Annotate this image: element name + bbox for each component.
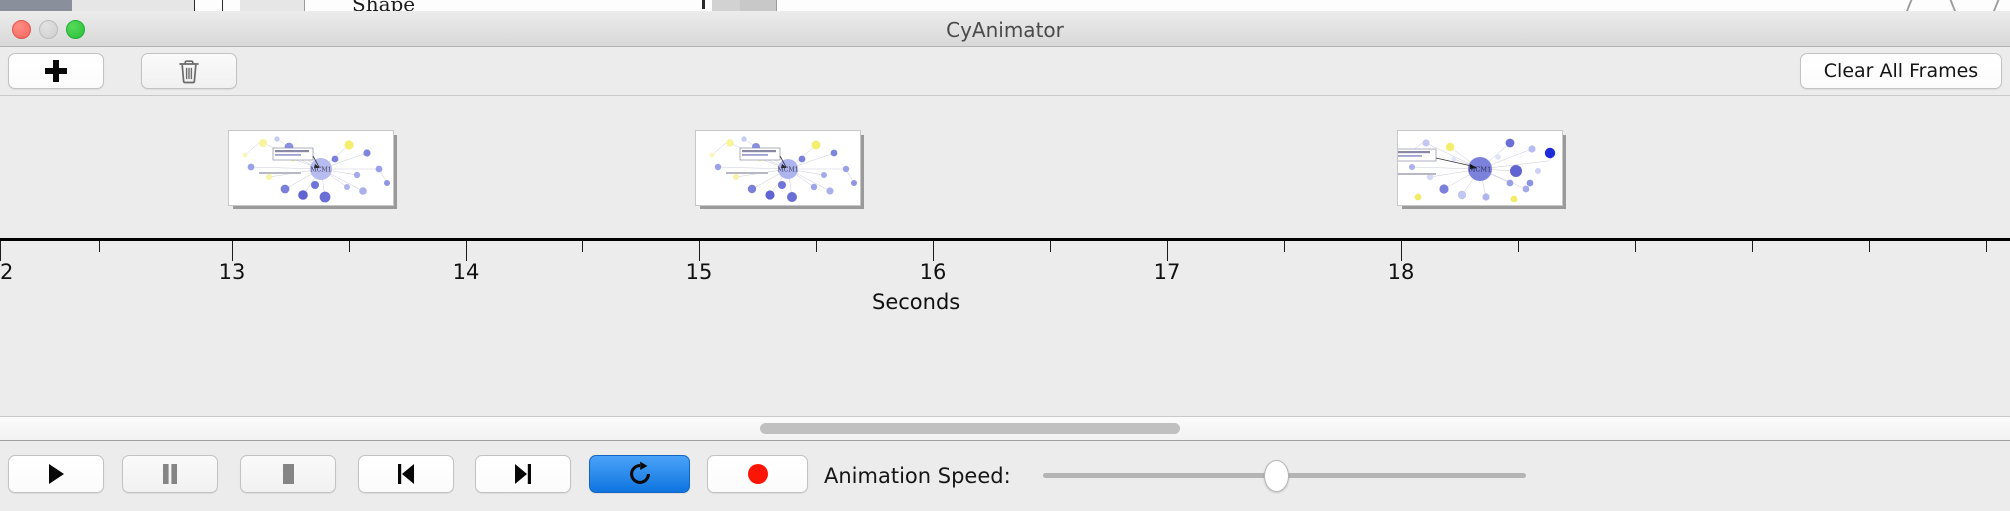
loop-button[interactable] [589, 455, 690, 493]
ruler-tick-minor [816, 241, 817, 252]
thumbnail-image: MCM1 [1397, 130, 1563, 206]
record-icon [747, 464, 768, 484]
ruler-tick-minor [582, 241, 583, 252]
ruler-tick-label: 17 [1153, 260, 1181, 284]
background-app-text: Shape [352, 0, 416, 13]
timeline-panel[interactable]: MCM1 [0, 96, 2010, 417]
clear-all-frames-button[interactable]: Clear All Frames [1800, 53, 2002, 89]
ruler-tick-minor [1869, 241, 1870, 252]
plus-icon [45, 60, 67, 82]
playback-controls-bar: Animation Speed: [0, 441, 2010, 511]
ruler-tick-major [466, 241, 467, 261]
network-graph-preview: MCM1 [1398, 138, 1559, 203]
add-frame-button[interactable] [8, 53, 104, 89]
zoom-icon[interactable] [66, 20, 85, 39]
window-titlebar[interactable]: CyAnimator [0, 11, 2010, 47]
close-icon[interactable] [12, 20, 31, 39]
network-graph-preview: MCM1 [242, 136, 390, 203]
record-button[interactable] [707, 455, 808, 493]
ruler-tick-major [0, 241, 1, 261]
ruler-tick-minor [1986, 241, 1987, 252]
frame-thumbnail[interactable]: MCM1 [695, 130, 864, 209]
svg-text:MCM1: MCM1 [310, 167, 331, 174]
skip-forward-icon [515, 464, 531, 484]
stop-button[interactable] [240, 455, 336, 493]
pause-icon [163, 464, 177, 484]
ruler-tick-minor [1635, 241, 1636, 252]
ruler-tick-major [232, 241, 233, 261]
ruler-tick-minor [1284, 241, 1285, 252]
ruler-tick-minor [349, 241, 350, 252]
ruler-tick-label: 12 [0, 260, 14, 284]
minimize-icon[interactable] [39, 20, 58, 39]
ruler-tick-major [933, 241, 934, 261]
frame-toolbar: Clear All Frames [0, 47, 2010, 96]
background-tab [240, 0, 305, 12]
pause-button[interactable] [122, 455, 218, 493]
loop-icon [629, 461, 650, 484]
cyanimator-window: CyAnimator Clear All Frames [0, 11, 2010, 511]
slider-knob[interactable] [1263, 460, 1289, 492]
ruler-tick-minor [99, 241, 100, 252]
background-marker [702, 0, 705, 9]
ruler-tick-major [699, 241, 700, 261]
ruler-tick-major [1401, 241, 1402, 261]
animation-speed-label: Animation Speed: [824, 464, 1011, 488]
play-icon [49, 464, 64, 484]
ruler-tick-label: 14 [452, 260, 480, 284]
timeline-horizontal-scrollbar[interactable] [0, 417, 2010, 441]
delete-frame-button[interactable] [141, 53, 237, 89]
background-tab [740, 0, 777, 12]
animation-speed-slider[interactable] [1043, 460, 1526, 492]
thumbnail-image: MCM1 [228, 130, 394, 206]
skip-to-start-button[interactable] [358, 455, 454, 493]
trash-icon [179, 60, 199, 84]
ruler-baseline [0, 238, 2010, 241]
timeline-ruler[interactable]: 12 13 14 15 16 17 18 Seconds [0, 238, 2010, 338]
background-divider [222, 0, 223, 12]
ruler-tick-label: 13 [218, 260, 246, 284]
ruler-tick-label: 16 [919, 260, 947, 284]
skip-back-icon [398, 464, 414, 484]
window-title: CyAnimator [946, 18, 1064, 42]
network-graph-preview: MCM1 [709, 136, 857, 202]
ruler-tick-minor [1518, 241, 1519, 252]
traffic-light-group [12, 20, 85, 39]
stop-icon [283, 464, 294, 484]
svg-text:MCM1: MCM1 [1469, 166, 1492, 174]
svg-text:MCM1: MCM1 [777, 167, 798, 174]
frame-thumbnail[interactable]: MCM1 [1397, 130, 1566, 209]
scrollbar-thumb[interactable] [760, 423, 1180, 434]
ruler-tick-minor [1752, 241, 1753, 252]
ruler-axis-title: Seconds [872, 290, 961, 314]
ruler-tick-label: 18 [1387, 260, 1415, 284]
ruler-tick-minor [1050, 241, 1051, 252]
clear-all-frames-label: Clear All Frames [1823, 60, 1979, 82]
background-divider [194, 0, 195, 12]
frame-thumbnail[interactable]: MCM1 [228, 130, 397, 209]
skip-to-end-button[interactable] [475, 455, 571, 493]
ruler-tick-major [1167, 241, 1168, 261]
ruler-tick-label: 15 [685, 260, 713, 284]
thumbnail-image: MCM1 [695, 130, 861, 206]
play-button[interactable] [8, 455, 104, 493]
background-window-header [0, 0, 72, 12]
